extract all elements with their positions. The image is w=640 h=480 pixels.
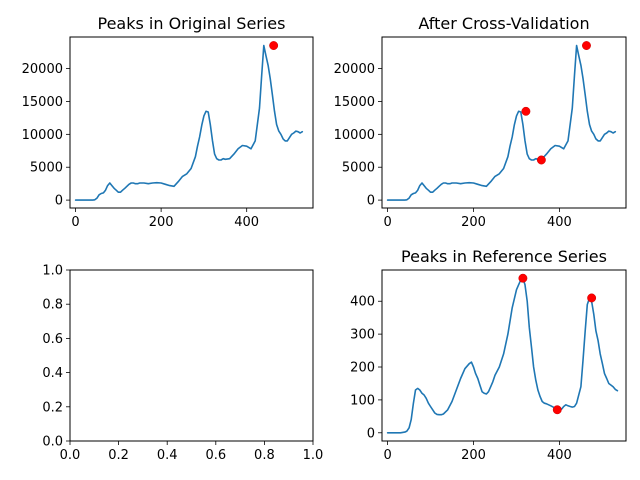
peak-marker xyxy=(518,273,528,283)
x-tick-label: 0.8 xyxy=(254,448,275,463)
y-tick-label: 5000 xyxy=(342,161,375,176)
chart-title: Peaks in Reference Series xyxy=(401,247,607,266)
x-tick-label: 0.2 xyxy=(108,448,129,463)
axes-frame xyxy=(381,269,627,442)
peak-marker xyxy=(269,41,279,50)
y-tick-label: 0.6 xyxy=(42,332,63,347)
axes-frame xyxy=(69,269,314,442)
series-line xyxy=(386,44,617,201)
panel-empty-axes: 0.0 0.2 0.4 0.6 0.8 1.0 0.0 0.2 0.4 0.6 0.8 1.0 xyxy=(42,264,323,464)
axes-frame xyxy=(69,36,314,209)
chart-title: After Cross-Validation xyxy=(418,14,589,33)
y-tick-label: 10000 xyxy=(334,128,375,143)
y-tick-label: 20000 xyxy=(22,62,63,77)
peak-marker xyxy=(582,41,591,50)
x-tick-label: 0 xyxy=(383,215,391,230)
x-tick-label: 0.4 xyxy=(157,448,178,463)
x-tick-label: 0.6 xyxy=(205,448,226,463)
y-tick-label: 0 xyxy=(367,426,375,441)
x-tick-label: 200 xyxy=(461,215,486,230)
panel-peaks-original: Peaks in Original Series 0 200 400 0 5000 100… xyxy=(22,14,314,230)
y-tick-label: 400 xyxy=(350,295,375,310)
y-tick-label: 0 xyxy=(367,194,375,209)
y-tick-label: 300 xyxy=(350,328,375,343)
y-tick-label: 1.0 xyxy=(42,264,63,279)
series-line xyxy=(386,277,619,434)
panel-peaks-reference: Peaks in Reference Series 0 200 400 0 100 200… xyxy=(350,247,627,463)
x-tick-label: 200 xyxy=(149,215,174,230)
y-tick-label: 0.4 xyxy=(42,366,63,381)
y-tick-label: 5000 xyxy=(30,161,63,176)
peak-marker xyxy=(536,155,546,165)
y-tick-label: 100 xyxy=(350,393,375,408)
x-tick-label: 0 xyxy=(383,448,391,463)
x-tick-label: 400 xyxy=(547,215,572,230)
peak-marker xyxy=(521,106,531,116)
x-tick-label: 1.0 xyxy=(303,448,324,463)
peak-marker xyxy=(552,405,562,415)
y-tick-label: 200 xyxy=(350,361,375,376)
y-tick-label: 0.0 xyxy=(42,435,63,450)
chart-title: Peaks in Original Series xyxy=(98,14,286,33)
x-tick-label: 0.0 xyxy=(60,448,81,463)
x-tick-label: 200 xyxy=(461,448,486,463)
y-tick-label: 0 xyxy=(55,194,63,209)
y-tick-label: 10000 xyxy=(22,128,63,143)
x-tick-label: 400 xyxy=(547,448,572,463)
y-tick-label: 20000 xyxy=(334,62,375,77)
y-tick-label: 15000 xyxy=(22,95,63,110)
panel-after-cross-validation: After Cross-Validation 0 200 400 0 5000 10000… xyxy=(334,14,627,230)
peak-marker xyxy=(587,293,597,303)
x-tick-label: 0 xyxy=(71,215,79,230)
series-line xyxy=(74,44,304,201)
y-tick-label: 0.8 xyxy=(42,298,63,313)
y-tick-label: 15000 xyxy=(334,95,375,110)
y-tick-label: 0.2 xyxy=(42,400,63,415)
x-tick-label: 400 xyxy=(234,215,259,230)
axes-frame xyxy=(381,36,627,209)
